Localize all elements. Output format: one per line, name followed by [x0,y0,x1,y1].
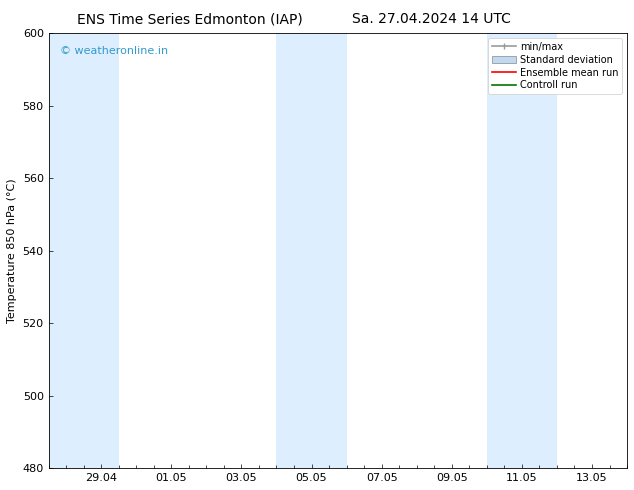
Text: Sa. 27.04.2024 14 UTC: Sa. 27.04.2024 14 UTC [352,12,510,26]
Legend: min/max, Standard deviation, Ensemble mean run, Controll run: min/max, Standard deviation, Ensemble me… [488,38,622,95]
Bar [487,33,557,468]
Bar [49,33,119,468]
Bar [276,33,347,468]
Y-axis label: Temperature 850 hPa (°C): Temperature 850 hPa (°C) [7,178,17,323]
Text: ENS Time Series Edmonton (IAP): ENS Time Series Edmonton (IAP) [77,12,303,26]
Text: © weatheronline.in: © weatheronline.in [60,46,168,56]
